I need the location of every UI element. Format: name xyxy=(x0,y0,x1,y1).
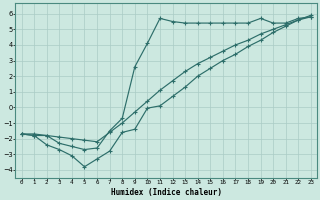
X-axis label: Humidex (Indice chaleur): Humidex (Indice chaleur) xyxy=(111,188,222,197)
